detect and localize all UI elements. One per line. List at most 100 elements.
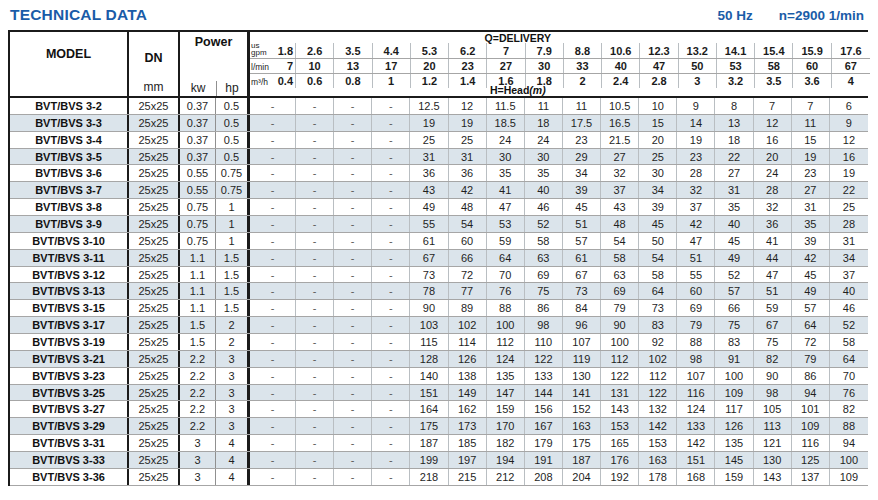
head-value-cell: 92 bbox=[639, 334, 677, 350]
head-label-text: H=Head bbox=[490, 84, 529, 96]
head-value-cell: 58 bbox=[601, 250, 639, 266]
head-value-cell: 48 bbox=[449, 199, 487, 215]
gpm-value-cell: 7.9 bbox=[526, 43, 564, 58]
head-value-cell: 7 bbox=[754, 98, 792, 114]
kw-cell: 0.37 bbox=[180, 149, 216, 165]
head-empty-cell: - bbox=[250, 435, 296, 451]
head-value-cell: 31 bbox=[410, 149, 448, 165]
head-value-cell: 55 bbox=[677, 267, 715, 283]
model-column-header: MODEL bbox=[10, 32, 129, 96]
m3h-value-cell: 3.6 bbox=[793, 74, 831, 88]
dn-column-header: DN mm bbox=[129, 32, 180, 96]
hp-cell: 1 bbox=[216, 216, 250, 232]
head-empty-cell: - bbox=[250, 132, 296, 148]
head-value-cell: 37 bbox=[601, 182, 639, 198]
kw-cell: 2.2 bbox=[180, 418, 216, 434]
head-empty-cell: - bbox=[296, 98, 334, 114]
head-value-cell: 197 bbox=[449, 452, 487, 468]
head-empty-cell: - bbox=[296, 469, 334, 485]
table-row: BVT/BVS 3-1325x251.11.5----7877767573696… bbox=[10, 283, 868, 300]
lmin-value: 60 bbox=[806, 60, 818, 72]
head-empty-cell: - bbox=[334, 317, 372, 333]
table-row: BVT/BVS 3-1925x251.52----115114112110107… bbox=[10, 334, 868, 351]
head-empty-cell: - bbox=[296, 300, 334, 316]
head-empty-cell: - bbox=[296, 334, 334, 350]
head-value-cell: 130 bbox=[563, 368, 601, 384]
head-value-cell: 90 bbox=[410, 300, 448, 316]
spec-labels: 50 Hz n=2900 1/min bbox=[718, 8, 864, 23]
head-empty-cell: - bbox=[334, 300, 372, 316]
head-value-cell: 122 bbox=[601, 368, 639, 384]
head-value-cell: 153 bbox=[639, 435, 677, 451]
m3h-value-cell: 4 bbox=[832, 74, 870, 88]
head-value-cell: 75 bbox=[754, 334, 792, 350]
head-value-cell: 175 bbox=[563, 435, 601, 451]
head-value-cell: 39 bbox=[563, 182, 601, 198]
head-value-cell: 34 bbox=[563, 165, 601, 181]
kw-cell: 0.37 bbox=[180, 115, 216, 131]
head-value-cell: 109 bbox=[830, 469, 868, 485]
head-value-cell: 23 bbox=[563, 132, 601, 148]
lmin-value-cell: 23 bbox=[449, 59, 487, 73]
head-value-cell: 153 bbox=[601, 418, 639, 434]
gpm-unit-label: usgpm bbox=[251, 43, 267, 56]
head-value-cell: 57 bbox=[563, 233, 601, 249]
head-value-cell: 135 bbox=[715, 435, 753, 451]
head-value-cell: 36 bbox=[410, 165, 448, 181]
gpm-value-cell: 15.9 bbox=[793, 43, 831, 58]
m3h-value: 0.4 bbox=[278, 75, 293, 87]
head-value-cell: 58 bbox=[525, 233, 563, 249]
kw-cell: 2.2 bbox=[180, 401, 216, 417]
head-value-cell: 82 bbox=[830, 401, 868, 417]
table-row: BVT/BVS 3-3325x2534----19919719419118717… bbox=[10, 452, 868, 469]
model-cell: BVT/BVS 3-12 bbox=[10, 267, 129, 283]
kw-cell: 0.75 bbox=[180, 216, 216, 232]
gpm-value: 4.4 bbox=[384, 45, 399, 57]
head-empty-cell: - bbox=[334, 418, 372, 434]
head-value-cell: 156 bbox=[525, 401, 563, 417]
head-empty-cell: - bbox=[250, 233, 296, 249]
table-row: BVT/BVS 3-725x250.550.75----434241403937… bbox=[10, 182, 868, 199]
head-value-cell: 113 bbox=[754, 418, 792, 434]
head-value-cell: 164 bbox=[410, 401, 448, 417]
head-value-cell: 60 bbox=[677, 283, 715, 299]
dn-cell: 25x25 bbox=[129, 469, 180, 485]
hp-cell: 1.5 bbox=[216, 267, 250, 283]
head-value-cell: 39 bbox=[792, 233, 830, 249]
head-value-cell: 12 bbox=[830, 132, 868, 148]
gpm-value: 15.9 bbox=[801, 45, 822, 57]
kw-cell: 3 bbox=[180, 469, 216, 485]
model-cell: BVT/BVS 3-15 bbox=[10, 300, 129, 316]
head-value-cell: 79 bbox=[677, 317, 715, 333]
head-value-cell: 122 bbox=[525, 351, 563, 367]
lmin-value: 40 bbox=[615, 60, 627, 72]
gpm-value: 8.8 bbox=[575, 45, 590, 57]
head-empty-cell: - bbox=[250, 98, 296, 114]
model-cell: BVT/BVS 3-8 bbox=[10, 199, 129, 215]
head-value-cell: 19 bbox=[830, 165, 868, 181]
head-value-cell: 176 bbox=[601, 452, 639, 468]
dn-cell: 25x25 bbox=[129, 385, 180, 401]
m3h-value: 2.4 bbox=[613, 75, 628, 87]
head-empty-cell: - bbox=[372, 283, 410, 299]
head-value-cell: 141 bbox=[563, 385, 601, 401]
head-empty-cell: - bbox=[296, 351, 334, 367]
lmin-value: 27 bbox=[500, 60, 512, 72]
head-empty-cell: - bbox=[372, 351, 410, 367]
head-value-cell: 79 bbox=[792, 351, 830, 367]
head-value-cell: 168 bbox=[677, 469, 715, 485]
head-value-cell: 131 bbox=[601, 385, 639, 401]
head-value-cell: 7 bbox=[792, 98, 830, 114]
head-empty-cell: - bbox=[296, 283, 334, 299]
head-value-cell: 34 bbox=[639, 182, 677, 198]
head-value-cell: 23 bbox=[792, 165, 830, 181]
kw-cell: 2.2 bbox=[180, 351, 216, 367]
head-value-cell: 36 bbox=[449, 165, 487, 181]
table-row: BVT/BVS 3-2125x252.23----128126124122119… bbox=[10, 351, 868, 368]
head-empty-cell: - bbox=[334, 368, 372, 384]
head-value-cell: 61 bbox=[563, 250, 601, 266]
gpm-value-cell: usgpm1.8 bbox=[250, 43, 296, 58]
head-value-cell: 94 bbox=[830, 435, 868, 451]
head-value-cell: 98 bbox=[677, 351, 715, 367]
head-value-cell: 179 bbox=[525, 435, 563, 451]
